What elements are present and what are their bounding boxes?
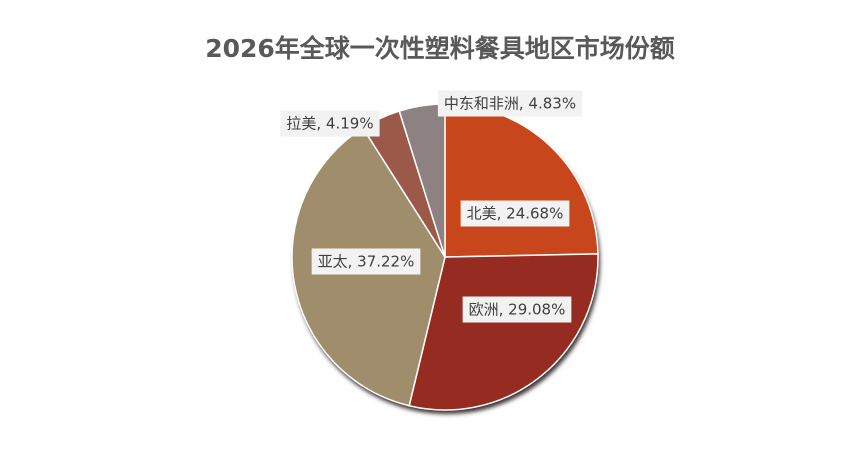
label-bg <box>462 296 572 323</box>
data-label: 中东和非洲, 4.83% <box>444 95 576 113</box>
data-label: 北美, 24.68% <box>467 205 564 223</box>
labels: 北美, 24.68% 欧洲, 29.08% 亚太, 37.22% 拉美, 4.19% 中… <box>280 90 583 323</box>
chart-title: 2026年全球一次性塑料餐具地区市场份额 <box>205 34 675 63</box>
data-label: 亚太, 37.22% <box>318 253 415 271</box>
data-label: 拉美, 4.19% <box>286 115 373 133</box>
pie-slice <box>408 253 599 411</box>
pie-slice <box>444 103 599 258</box>
label-bg <box>311 248 421 275</box>
data-label: 欧洲, 29.08% <box>469 301 566 319</box>
label-bg <box>460 200 570 227</box>
label-bg <box>280 110 380 137</box>
label-bg <box>437 90 583 117</box>
